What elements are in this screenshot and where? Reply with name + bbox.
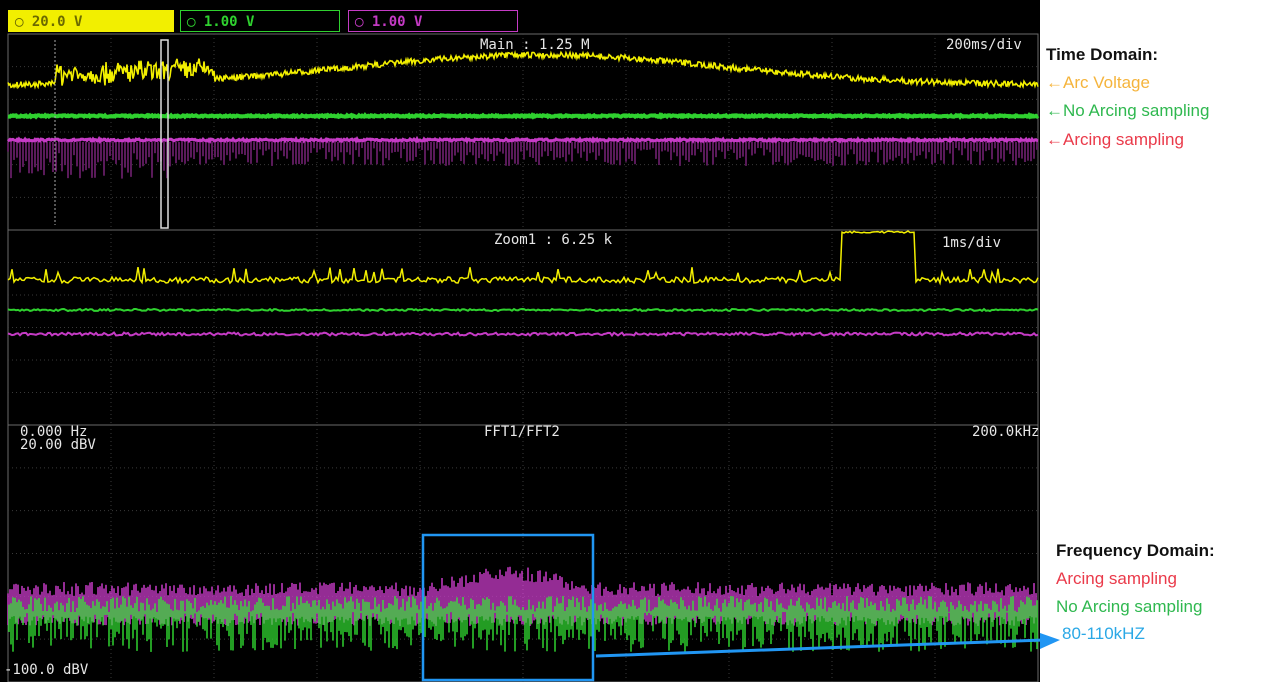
time-domain-heading: Time Domain: [1046,45,1159,64]
no-arcing-trace-main [7,111,1040,121]
channel-3-scale: 1.00 V [371,14,423,30]
legend-arc-voltage: ←Arc Voltage [1046,73,1150,92]
fft-start-frequency: 0.000 Hz [20,424,88,440]
channel-1-scale: 20.0 V [31,14,83,30]
channel-2-indicator[interactable]: ◯ 1.00 V [180,10,340,32]
arc-voltage-trace-zoom [7,230,1039,286]
panel-frame-1 [7,229,1039,426]
arc-voltage-trace-main [7,49,1039,90]
arcing-trace-zoom [7,331,1039,338]
frequency-band-highlight [421,533,595,682]
legend-no-arcing-sampling: ←No Arcing sampling [1046,101,1210,120]
zoom-panel-title: Zoom1 : 6.25 k [494,232,613,248]
fft-bottom-level: -100.0 dBV [4,662,89,678]
legend-fft-no-arcing-sampling: No Arcing sampling [1056,597,1203,616]
fft-panel-title: FFT1/FFT2 [484,424,560,440]
channel-1-indicator[interactable]: ◯ 20.0 V [8,10,174,32]
frequency-band-label: 80-110kHZ [1062,624,1145,643]
main-panel-title: Main : 1.25 M [480,37,590,53]
channel-3-indicator[interactable]: ◯ 1.00 V [348,10,518,32]
main-timebase: 200ms/div [946,37,1022,53]
fft-end-frequency: 200.0kHz [972,424,1040,440]
oscilloscope-screen: ◯ 20.0 V ◯ 1.00 V ◯ 1.00 V Main : 1.25 M… [0,0,1040,682]
legend-arcing-sampling: ←Arcing sampling [1046,130,1184,149]
fft-reference-level: 20.00 dBV [20,437,96,453]
waveform-canvas [6,33,1040,682]
channel-2-scale: 1.00 V [203,14,255,30]
zoom-window-marker [160,39,169,229]
arcing-trace-main [6,135,1039,145]
zoom-timebase: 1ms/div [942,235,1002,251]
legend-fft-arcing-sampling: Arcing sampling [1056,569,1177,588]
frequency-domain-heading: Frequency Domain: [1056,541,1215,560]
no-arcing-trace-zoom [7,307,1039,313]
arrow-head [1040,633,1060,649]
